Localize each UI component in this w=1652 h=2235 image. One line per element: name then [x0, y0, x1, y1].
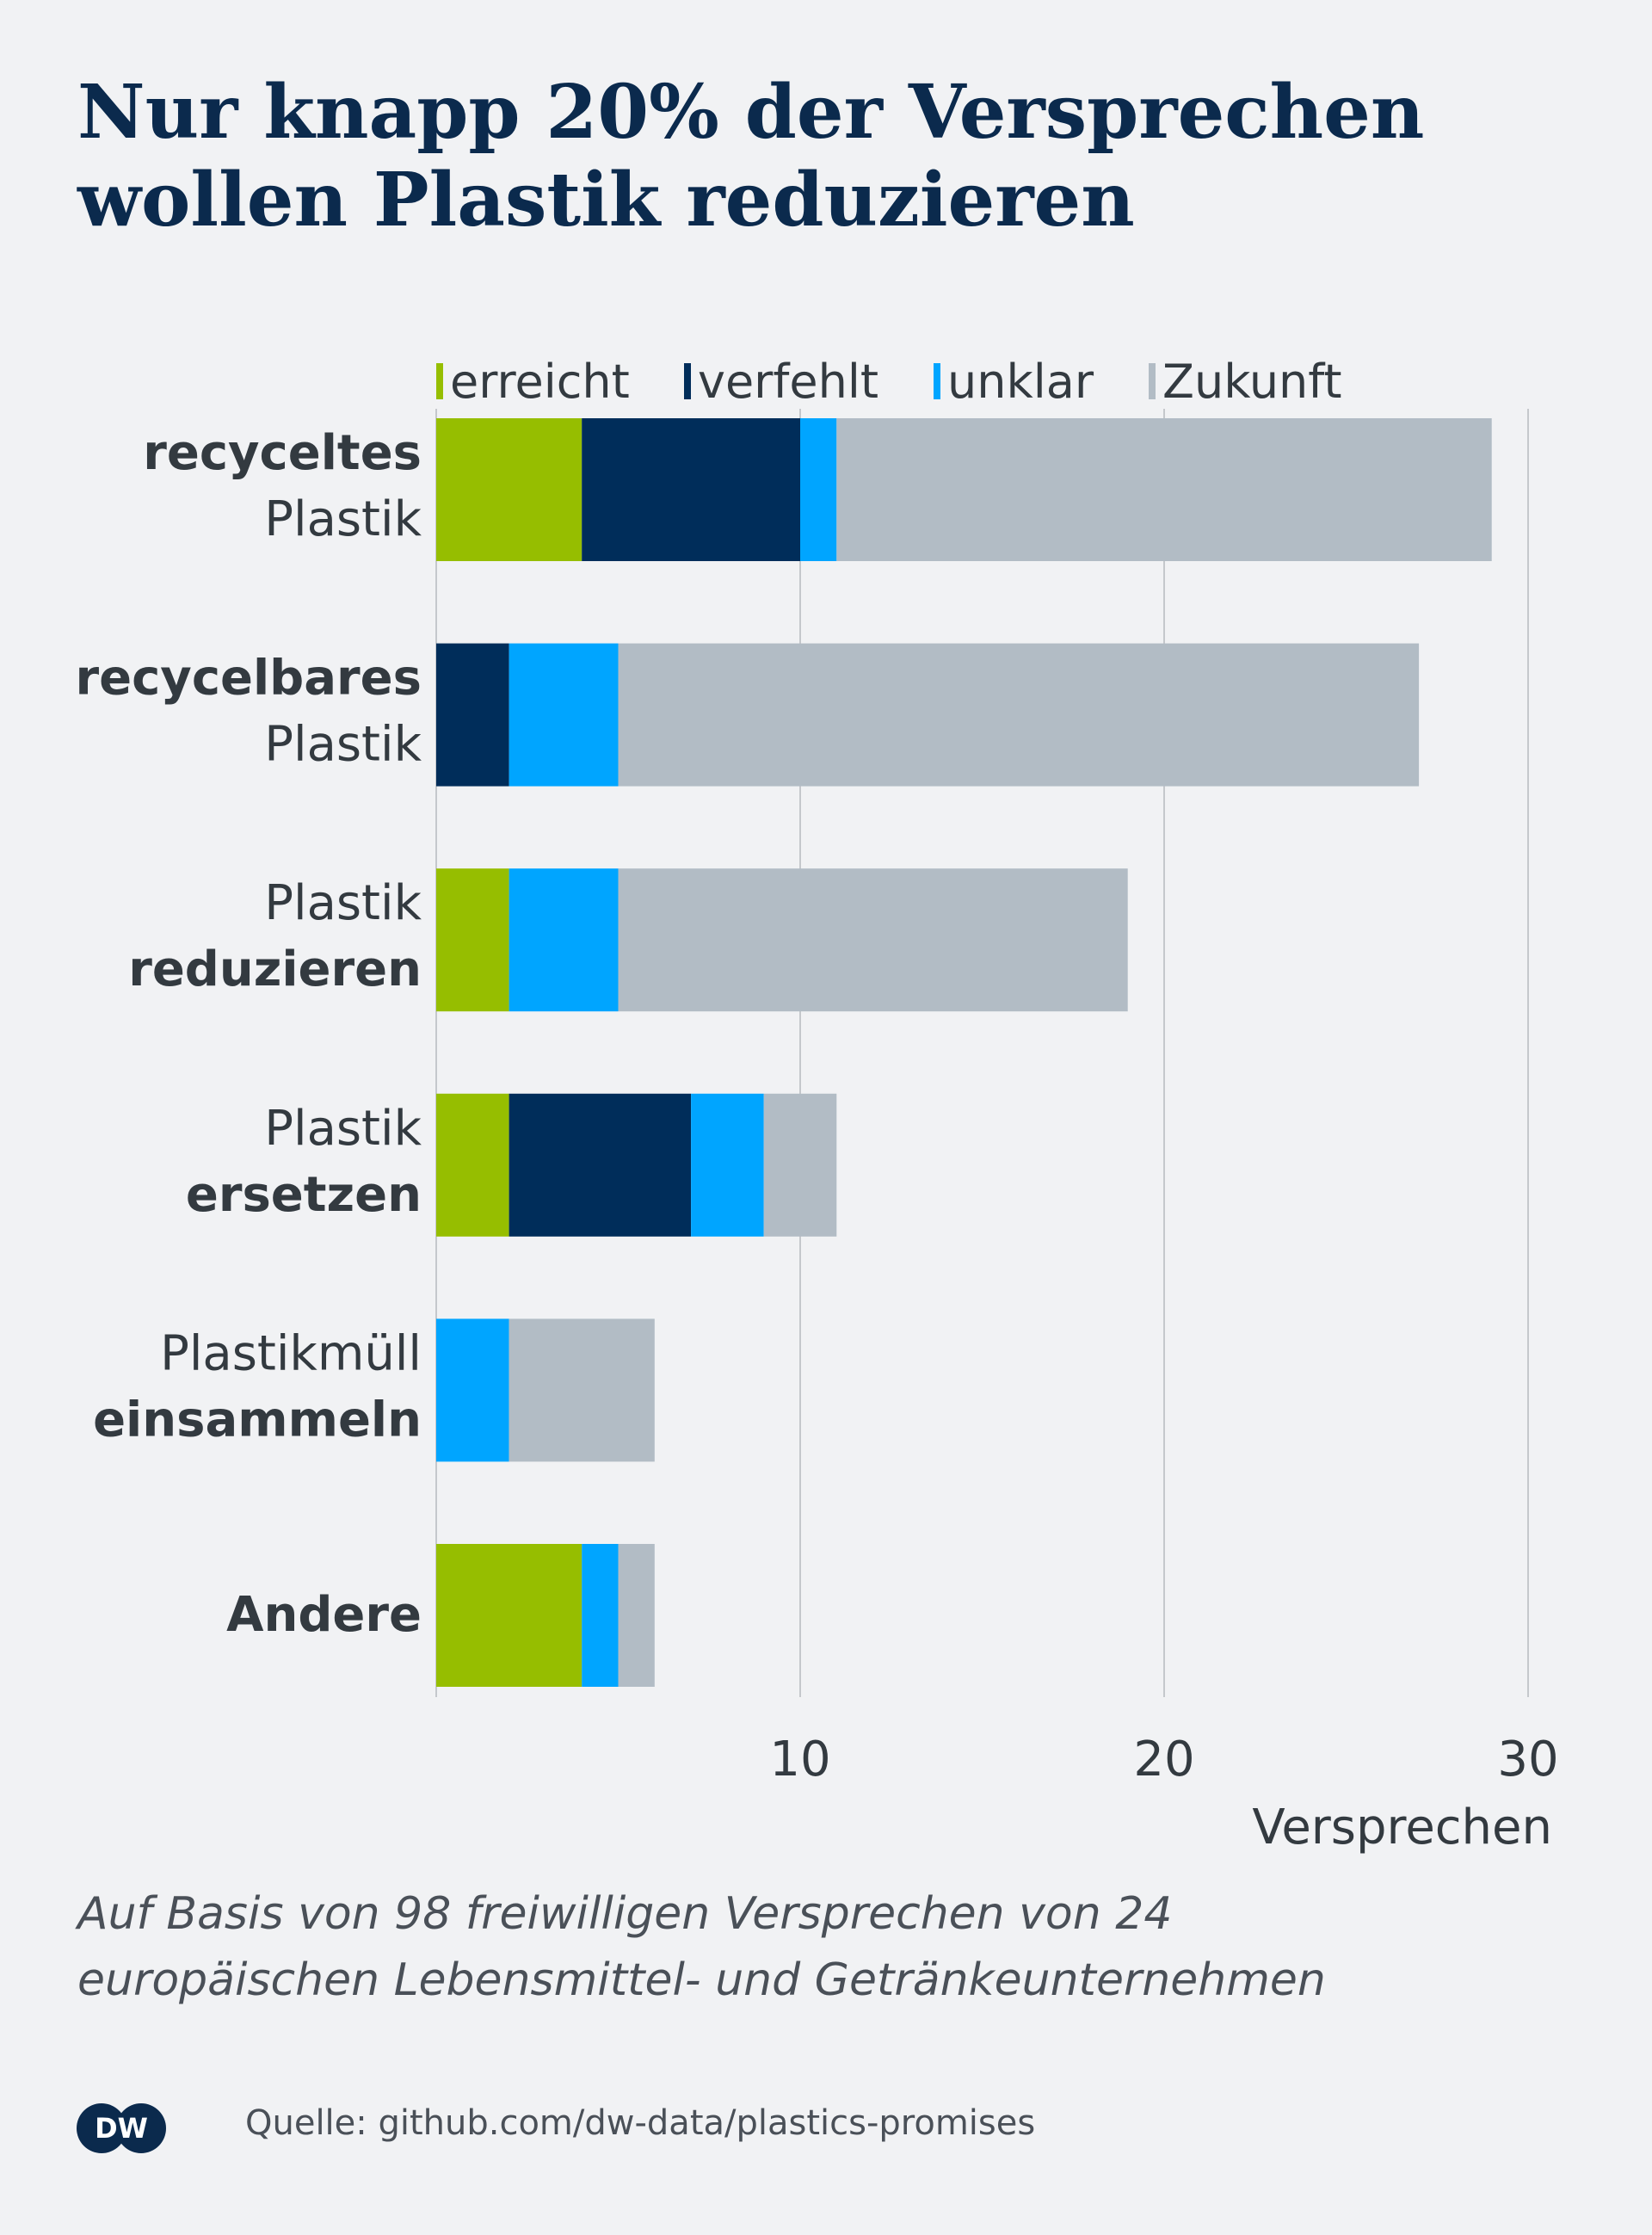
- category-label-2-line1: Plastik: [264, 875, 422, 931]
- legend-label-Zukunft: Zukunft: [1162, 355, 1342, 409]
- bar-1-Zukunft: [618, 643, 1420, 787]
- chart-note: Auf Basis von 98 freiwilligen Verspreche…: [77, 1881, 1592, 2014]
- bar-3-Zukunft: [763, 1093, 837, 1237]
- x-tick-label-30: 30: [1497, 1732, 1558, 1787]
- bar-5-unklar: [582, 1544, 619, 1687]
- category-label-3-line1: Plastik: [264, 1101, 422, 1157]
- bar-3-unklar: [691, 1093, 764, 1237]
- legend-label-unklar: unklar: [947, 355, 1094, 409]
- category-label-5-line1: Andere: [226, 1587, 422, 1643]
- legend-swatch-Zukunft: [1149, 363, 1156, 399]
- chart-title-line1: Nur knapp 20% der Versprechen: [77, 69, 1425, 156]
- chart-note-line2: europäischen Lebensmittel- und Getränkeu…: [77, 1954, 1326, 2006]
- bar-5-Zukunft: [618, 1544, 655, 1687]
- bar-1-verfehlt: [436, 643, 509, 787]
- category-label-3-line2: ersetzen: [186, 1167, 422, 1223]
- x-axis-title: Versprechen: [1252, 1800, 1552, 1855]
- legend-swatch-erreicht: [436, 363, 443, 399]
- bar-1-unklar: [509, 643, 619, 787]
- category-label-0-line1: recyceltes: [143, 425, 422, 481]
- bar-0-verfehlt: [582, 418, 800, 561]
- legend-label-verfehlt: verfehlt: [698, 355, 878, 409]
- bar-3-verfehlt: [509, 1093, 692, 1237]
- bar-4-Zukunft: [509, 1318, 655, 1462]
- bar-4-unklar: [436, 1318, 509, 1462]
- x-tick-label-20: 20: [1133, 1732, 1194, 1787]
- category-label-1-line2: Plastik: [264, 717, 422, 773]
- category-label-2-line2: reduzieren: [128, 942, 422, 997]
- dw-logo: DW: [77, 2103, 166, 2153]
- legend-label-erreicht: erreicht: [450, 355, 630, 409]
- category-label-4-line2: einsammeln: [93, 1392, 422, 1448]
- bar-2-unklar: [509, 868, 619, 1012]
- category-label-1-line1: recycelbares: [76, 651, 422, 707]
- bar-2-erreicht: [436, 868, 509, 1012]
- source-text: Quelle: github.com/dw-data/plastics-prom…: [245, 2103, 1036, 2143]
- bar-0-erreicht: [436, 418, 583, 561]
- category-label-0-line2: Plastik: [264, 491, 422, 547]
- bar-5-erreicht: [436, 1544, 583, 1687]
- bar-3-erreicht: [436, 1093, 509, 1237]
- stacked-bar-chart: recyceltes Plastik recycelbares Plastik Plas…: [76, 355, 1559, 1855]
- legend-swatch-unklar: [934, 363, 940, 399]
- chart-title: Nur knapp 20% der Versprechen wollen Pla…: [77, 69, 1540, 244]
- bar-0-unklar: [800, 418, 837, 561]
- category-label-4-line1: Plastikmüll: [160, 1325, 422, 1381]
- chart-title-line2: wollen Plastik reduzieren: [77, 157, 1135, 244]
- bar-0-Zukunft: [836, 418, 1492, 561]
- dw-logo-text: DW: [95, 2112, 148, 2145]
- legend-swatch-verfehlt: [684, 363, 691, 399]
- bar-2-Zukunft: [618, 868, 1128, 1012]
- x-tick-label-10: 10: [769, 1732, 830, 1787]
- chart-note-line1: Auf Basis von 98 freiwilligen Verspreche…: [77, 1888, 1173, 1940]
